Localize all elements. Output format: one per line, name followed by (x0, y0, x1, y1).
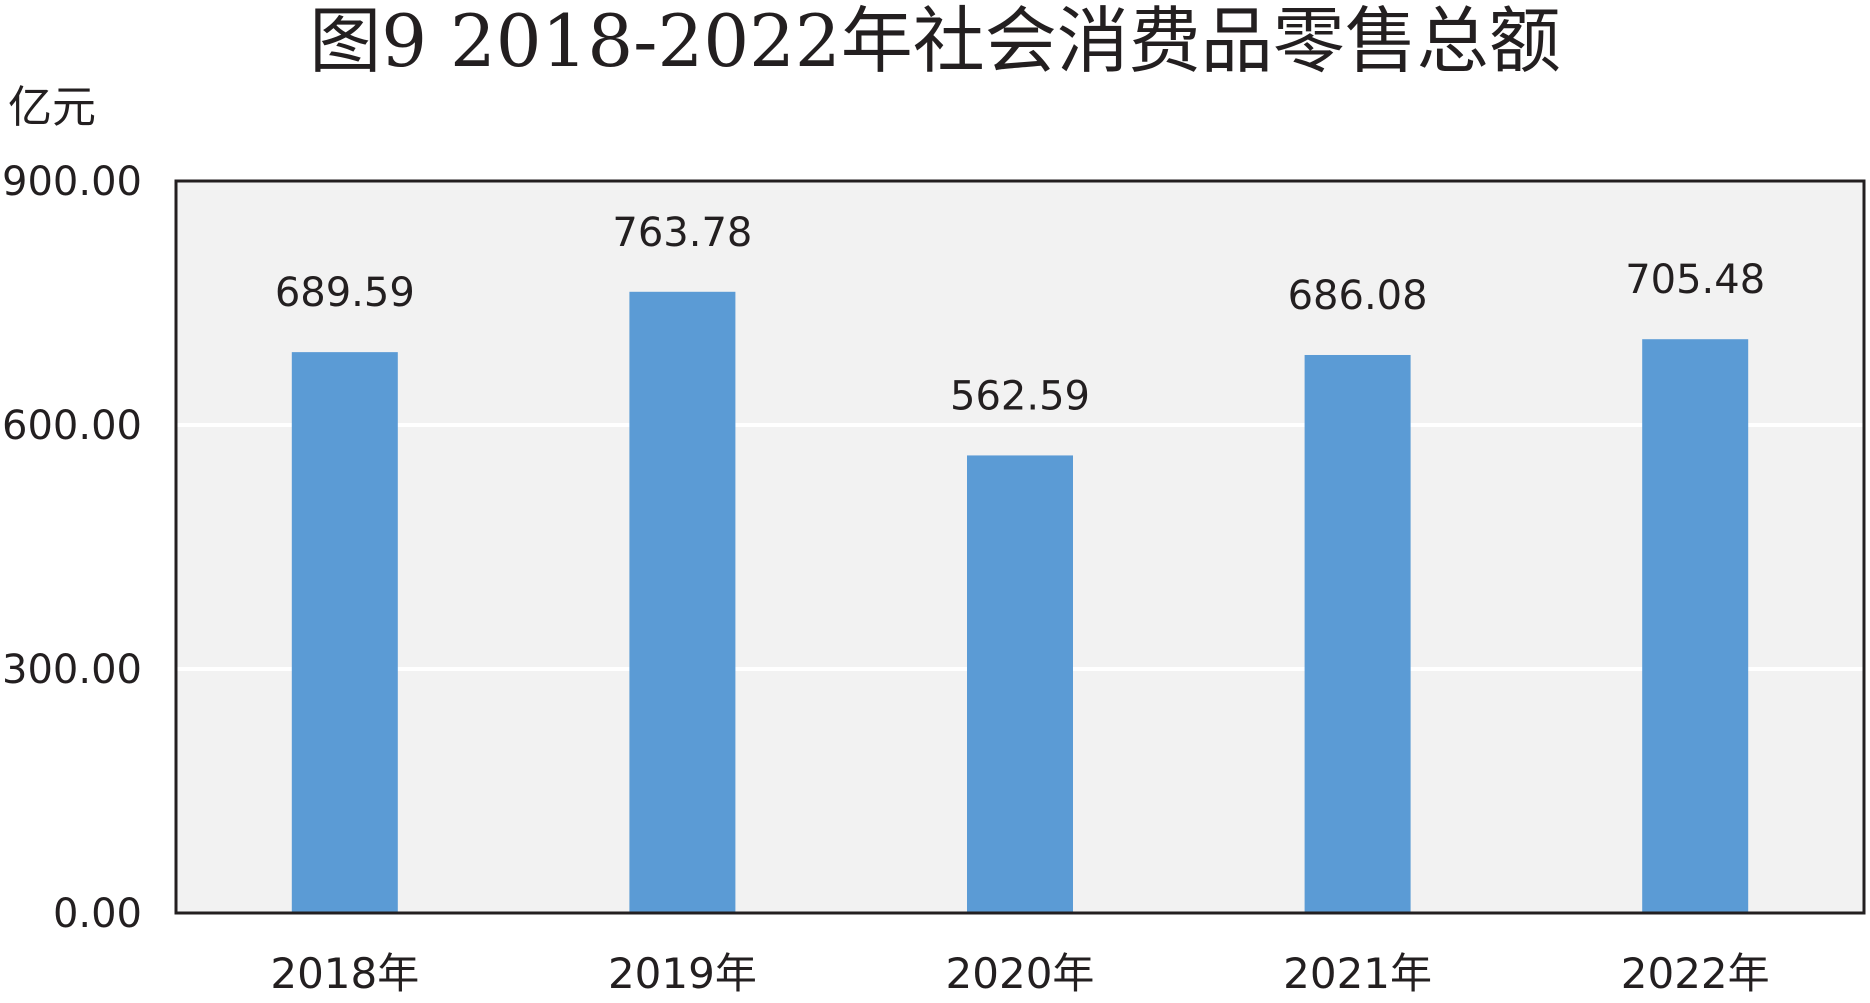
x-axis-ticks: 2018年 2019年 2020年 2021年 2022年 (270, 949, 1769, 998)
y-tick-label: 900.00 (2, 159, 142, 205)
y-axis-unit-label: 亿元 (8, 82, 96, 133)
data-labels: 689.59 763.78 562.59 686.08 705.48 (275, 210, 1765, 420)
bar (1304, 354, 1411, 913)
chart-title: 图9 2018-2022年社会消费品零售总额 (309, 0, 1561, 83)
bar (967, 455, 1073, 913)
bar (629, 291, 736, 914)
y-tick-label: 300.00 (2, 647, 142, 693)
data-label: 562.59 (950, 373, 1090, 419)
data-label: 686.08 (1288, 273, 1428, 319)
x-tick-label: 2021年 (1283, 949, 1432, 998)
plot-frame (174, 179, 1866, 915)
x-tick-label: 2022年 (1621, 949, 1770, 998)
bar (291, 352, 398, 914)
data-label: 689.59 (275, 270, 415, 316)
data-label: 763.78 (612, 210, 752, 256)
y-tick-label: 600.00 (2, 403, 142, 449)
bar (1642, 339, 1749, 913)
y-axis-ticks: 0.00 300.00 600.00 900.00 (2, 159, 142, 937)
x-tick-label: 2018年 (270, 949, 419, 998)
x-tick-label: 2020年 (946, 949, 1095, 998)
y-tick-label: 0.00 (53, 891, 142, 937)
data-label: 705.48 (1625, 257, 1765, 303)
bars (291, 291, 1749, 914)
x-tick-label: 2019年 (608, 949, 757, 998)
